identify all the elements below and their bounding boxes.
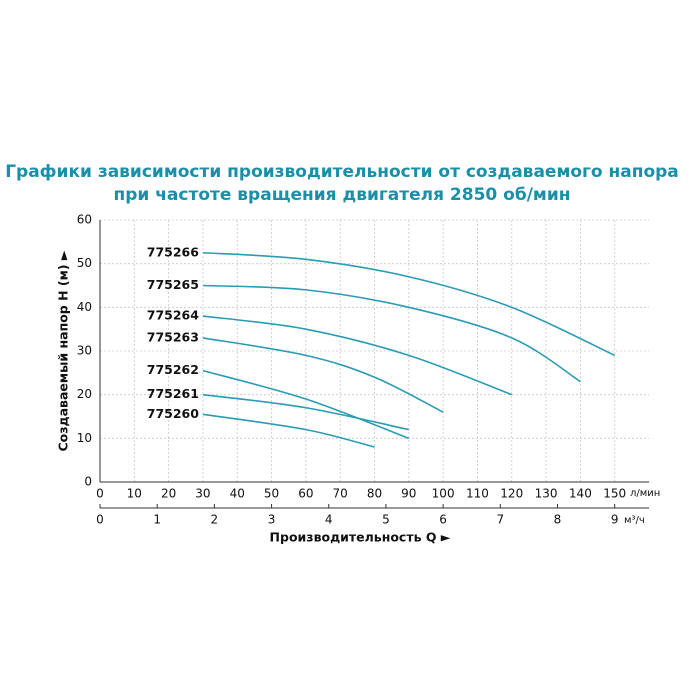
y-axis-label: Создаваемый напор H (м) ► bbox=[56, 250, 71, 451]
series-label: 775260 bbox=[147, 406, 199, 421]
x2-tick-label: 0 bbox=[96, 513, 104, 527]
x-tick-label: 70 bbox=[333, 487, 348, 501]
x-tick-label: 10 bbox=[127, 487, 142, 501]
series-label: 775262 bbox=[147, 362, 199, 377]
x-tick-label: 130 bbox=[535, 487, 558, 501]
curve bbox=[202, 284, 581, 383]
x2-tick-label: 6 bbox=[439, 513, 447, 527]
chart-title: Графики зависимости производительности о… bbox=[5, 162, 679, 182]
curve bbox=[202, 369, 410, 440]
x2-tick-label: 3 bbox=[268, 513, 276, 527]
x2-tick-label: 4 bbox=[325, 513, 333, 527]
y-tick-label: 60 bbox=[77, 213, 92, 227]
y-tick-label: 40 bbox=[77, 300, 92, 314]
curve bbox=[202, 337, 444, 413]
y-tick-label: 30 bbox=[77, 344, 92, 358]
x-tick-label: 20 bbox=[161, 487, 176, 501]
series-label: 775261 bbox=[147, 386, 199, 401]
x-tick-label: 120 bbox=[500, 487, 523, 501]
x-tick-label: 100 bbox=[432, 487, 455, 501]
x-tick-label: 40 bbox=[230, 487, 245, 501]
curve bbox=[202, 393, 409, 431]
x-tick-label: 60 bbox=[298, 487, 313, 501]
series-label: 775266 bbox=[147, 244, 199, 259]
x2-tick-label: 8 bbox=[554, 513, 562, 527]
y-tick-label: 10 bbox=[77, 431, 92, 445]
series-label: 775263 bbox=[147, 329, 199, 344]
x2-tick-label: 2 bbox=[211, 513, 219, 527]
curve bbox=[202, 315, 513, 396]
series-label: 775265 bbox=[147, 277, 199, 292]
x-tick-label: 150 bbox=[603, 487, 626, 501]
x-axis-label: Производительность Q ► bbox=[270, 530, 451, 545]
x-tick-label: 140 bbox=[569, 487, 592, 501]
x-tick-label: 110 bbox=[466, 487, 489, 501]
x2-tick-label: 1 bbox=[153, 513, 161, 527]
y-tick-label: 50 bbox=[77, 256, 92, 270]
curve bbox=[202, 251, 616, 357]
curve bbox=[202, 413, 375, 448]
x2-tick-label: 9 bbox=[611, 513, 619, 527]
series-label: 775264 bbox=[147, 308, 199, 323]
x2-tick-label: 7 bbox=[496, 513, 504, 527]
x-tick-label: 50 bbox=[264, 487, 279, 501]
x2-tick-label: 5 bbox=[382, 513, 390, 527]
x-tick-label: 0 bbox=[96, 487, 104, 501]
x2-unit: м³/ч bbox=[624, 515, 645, 526]
x-unit: л/мин bbox=[630, 488, 660, 499]
y-tick-label: 20 bbox=[77, 387, 92, 401]
y-tick-label: 0 bbox=[84, 475, 92, 489]
chart-title: при частоте вращения двигателя 2850 об/м… bbox=[114, 185, 571, 205]
x-tick-label: 30 bbox=[195, 487, 210, 501]
x-tick-label: 80 bbox=[367, 487, 382, 501]
x-tick-label: 90 bbox=[401, 487, 416, 501]
